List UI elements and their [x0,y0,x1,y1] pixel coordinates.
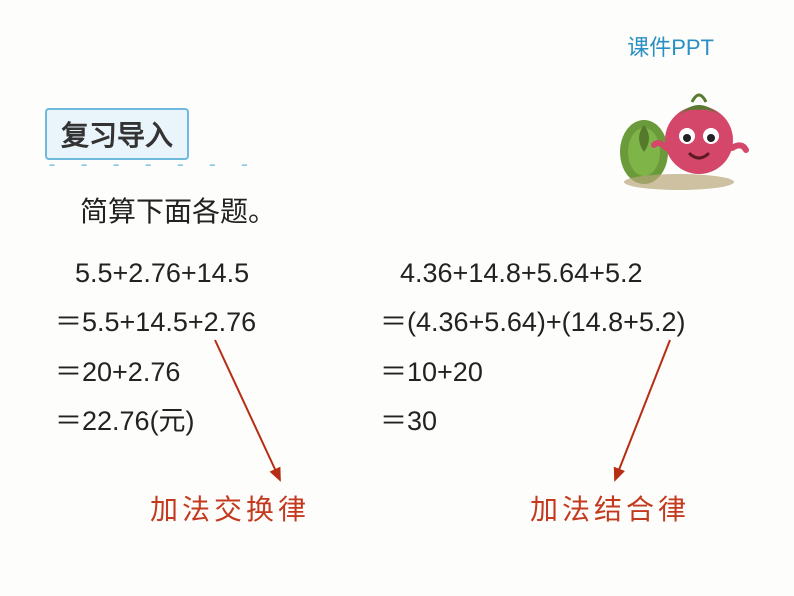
equation-right-column: 4.36+14.8+5.64+5.2 ＝(4.36+5.64)+(14.8+5.… [380,250,685,447]
law-label-right: 加法结合律 [530,488,690,528]
section-underline: - - - - - - - [46,152,255,176]
eq-left-1: 5.5+2.76+14.5 [55,250,256,297]
decorative-fruit-icon [604,80,754,190]
eq-right-4: ＝30 [380,398,685,445]
prompt-text: 简算下面各题。 [80,190,276,230]
law-label-left: 加法交换律 [150,488,310,528]
eq-left-2: ＝5.5+14.5+2.76 [55,299,256,346]
eq-right-1: 4.36+14.8+5.64+5.2 [380,250,685,297]
eq-left-4: ＝22.76(元) [55,398,256,445]
eq-right-3: ＝10+20 [380,349,685,396]
eq-left-3: ＝20+2.76 [55,349,256,396]
equation-left-column: 5.5+2.76+14.5 ＝5.5+14.5+2.76 ＝20+2.76 ＝2… [55,250,256,447]
eq-right-2: ＝(4.36+5.64)+(14.8+5.2) [380,299,685,346]
header-label: 课件PPT [627,30,714,62]
